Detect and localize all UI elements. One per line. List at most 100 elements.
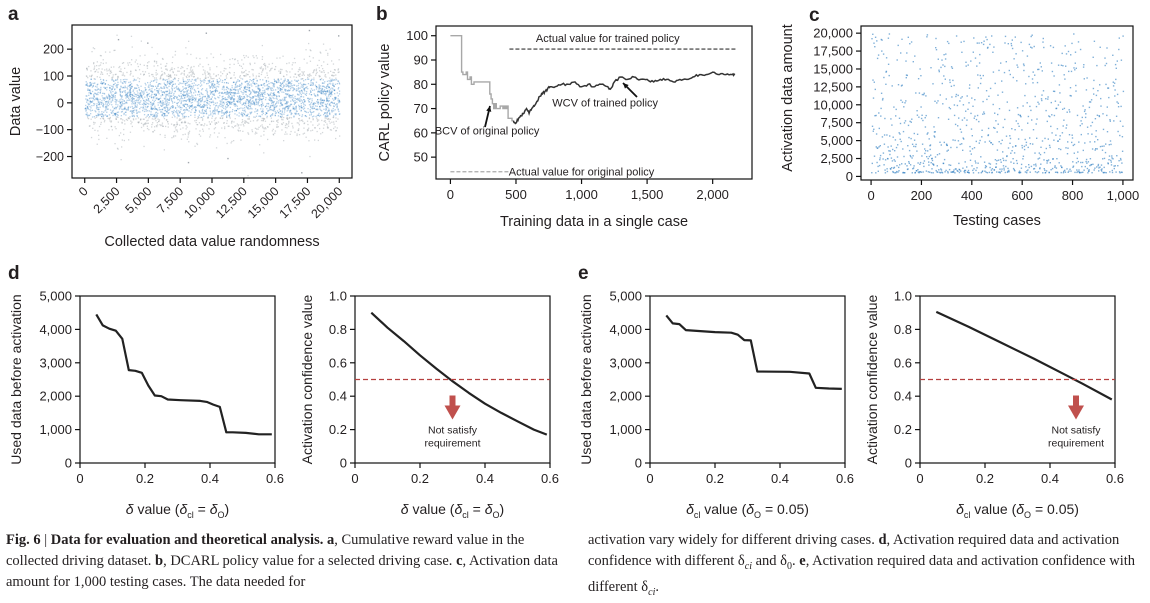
x-axis-title: Collected data value randomness	[104, 234, 319, 250]
data-point	[223, 101, 225, 104]
data-point	[201, 96, 204, 98]
data-point	[282, 119, 284, 121]
data-point	[956, 146, 958, 149]
data-point	[173, 92, 175, 95]
data-point	[103, 118, 105, 120]
data-point	[219, 91, 221, 94]
data-point	[998, 141, 1000, 143]
data-point	[228, 95, 230, 97]
data-point	[1077, 151, 1079, 153]
data-point	[106, 111, 108, 113]
data-point	[168, 89, 170, 91]
data-point	[125, 108, 127, 111]
data-point	[194, 145, 196, 147]
data-point	[291, 68, 293, 70]
data-point	[131, 105, 133, 108]
data-point	[266, 72, 268, 74]
data-point	[98, 104, 100, 106]
data-point	[319, 90, 321, 92]
data-point	[284, 103, 286, 105]
data-point	[338, 82, 340, 84]
data-point	[190, 105, 192, 107]
data-point	[162, 78, 164, 80]
data-point	[879, 145, 881, 147]
data-point	[227, 157, 229, 160]
data-point	[285, 83, 287, 85]
data-point	[168, 99, 170, 101]
data-point	[978, 62, 981, 64]
data-point	[109, 72, 111, 74]
data-point	[287, 123, 290, 125]
data-point	[925, 114, 927, 117]
data-point	[944, 171, 946, 173]
data-point	[876, 57, 879, 60]
data-point	[174, 54, 176, 56]
data-point	[123, 139, 125, 142]
data-point	[143, 92, 145, 94]
data-point	[294, 102, 296, 104]
data-point	[290, 100, 292, 102]
data-point	[333, 85, 335, 88]
data-point	[1117, 102, 1119, 104]
data-point	[86, 115, 89, 117]
data-point	[203, 81, 205, 84]
data-point	[121, 95, 123, 97]
data-point	[150, 108, 152, 110]
data-point	[941, 82, 943, 85]
data-point	[121, 74, 123, 76]
data-point	[330, 70, 332, 72]
data-point	[174, 74, 176, 76]
data-point	[333, 74, 335, 77]
data-point	[238, 101, 241, 103]
data-point	[191, 99, 193, 101]
data-point	[876, 161, 878, 164]
arrow-wcv-head	[623, 83, 629, 89]
data-point	[1092, 56, 1094, 58]
data-point	[274, 114, 276, 116]
data-point	[172, 102, 174, 104]
data-point	[131, 103, 133, 105]
data-point	[297, 87, 300, 89]
data-point	[225, 68, 227, 70]
data-point	[238, 80, 240, 82]
data-point	[233, 140, 235, 142]
data-point	[183, 90, 185, 93]
data-point	[211, 101, 213, 103]
data-point	[302, 86, 304, 89]
data-point	[109, 95, 111, 97]
data-point	[227, 88, 230, 90]
data-point	[274, 106, 277, 108]
data-point	[154, 116, 156, 118]
data-point	[305, 136, 307, 138]
data-point	[1106, 114, 1108, 117]
data-point	[286, 90, 288, 92]
data-point	[267, 126, 269, 128]
data-point	[299, 82, 302, 84]
data-point	[165, 65, 167, 67]
data-point	[248, 81, 250, 83]
data-point	[105, 95, 108, 97]
data-point	[1094, 141, 1096, 143]
data-point	[142, 108, 144, 110]
data-point	[255, 95, 257, 97]
data-point	[187, 79, 189, 81]
data-point	[246, 98, 248, 101]
data-point	[115, 102, 117, 104]
data-point	[289, 116, 291, 119]
x-tick-label: 15,000	[245, 184, 282, 221]
data-point	[217, 74, 219, 76]
data-point	[245, 93, 247, 96]
data-point	[211, 121, 213, 123]
data-point	[221, 104, 223, 106]
data-point	[198, 114, 200, 116]
data-point	[283, 81, 285, 83]
data-point	[101, 111, 103, 113]
x-axis-title: δcl value (δO = 0.05)	[956, 501, 1079, 520]
data-point	[334, 96, 336, 99]
data-point	[902, 148, 904, 150]
data-point	[150, 107, 152, 109]
data-point	[880, 92, 883, 94]
data-point	[200, 97, 202, 99]
data-point	[964, 171, 966, 174]
data-point	[256, 128, 258, 130]
